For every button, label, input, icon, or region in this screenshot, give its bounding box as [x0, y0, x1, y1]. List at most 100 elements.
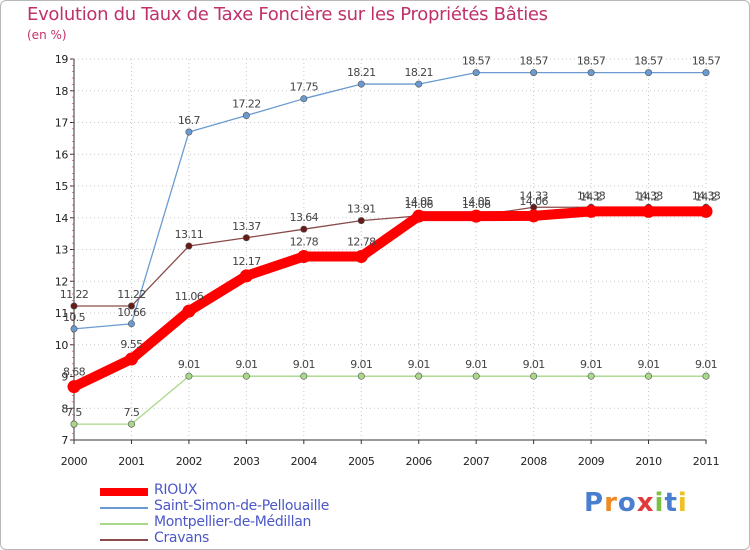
data-point-cravans	[357, 217, 365, 225]
logo-letter: P	[584, 488, 605, 518]
data-point-rioux	[642, 204, 656, 218]
y-tick-label: 13	[55, 244, 69, 257]
data-point-saint-simon-de-pellouaille	[587, 69, 595, 77]
data-point-saint-simon-de-pellouaille	[185, 128, 193, 136]
legend-label-rioux: RIOUX	[154, 482, 198, 498]
data-label-saint-simon-de-pellouaille: 18.57	[692, 55, 721, 68]
legend-swatch-saint-simon	[100, 507, 148, 509]
x-tick-label: 2010	[635, 455, 662, 468]
chart-title: Evolution du Taux de Taxe Foncière sur l…	[27, 4, 548, 25]
data-label-montpellier-de-m-dillan: 9.01	[523, 358, 545, 371]
data-label-montpellier-de-m-dillan: 7.5	[124, 406, 140, 419]
data-label-montpellier-de-m-dillan: 9.01	[235, 358, 257, 371]
data-point-saint-simon-de-pellouaille	[127, 320, 135, 328]
data-label-saint-simon-de-pellouaille: 10.66	[117, 306, 146, 319]
legend-label-saint-simon: Saint-Simon-de-Pellouaille	[154, 498, 330, 514]
y-tick-label: 19	[55, 53, 69, 66]
data-point-montpellier-de-m-dillan	[587, 372, 595, 380]
data-label-rioux: 14.06	[519, 195, 548, 208]
data-point-montpellier-de-m-dillan	[530, 372, 538, 380]
data-point-montpellier-de-m-dillan	[415, 372, 423, 380]
data-point-montpellier-de-m-dillan	[357, 372, 365, 380]
data-label-rioux: 14.05	[404, 195, 433, 208]
data-label-saint-simon-de-pellouaille: 18.21	[404, 66, 433, 79]
y-tick-label: 18	[55, 85, 69, 98]
data-label-montpellier-de-m-dillan: 9.01	[408, 358, 430, 371]
logo-letter: i	[654, 488, 665, 518]
x-tick-label: 2005	[348, 455, 375, 468]
data-label-saint-simon-de-pellouaille: 18.57	[634, 55, 663, 68]
data-point-saint-simon-de-pellouaille	[300, 95, 308, 103]
data-label-rioux: 14.05	[462, 195, 491, 208]
series-line-rioux	[69, 206, 711, 392]
x-tick-label: 2009	[578, 455, 605, 468]
x-tick-label: 2006	[406, 455, 433, 468]
data-point-montpellier-de-m-dillan	[127, 420, 135, 428]
data-point-montpellier-de-m-dillan	[242, 372, 250, 380]
data-label-montpellier-de-m-dillan: 9.01	[637, 358, 659, 371]
data-label-saint-simon-de-pellouaille: 17.75	[290, 81, 319, 94]
data-label-montpellier-de-m-dillan: 9.01	[293, 358, 315, 371]
data-label-rioux: 14.2	[637, 190, 659, 203]
legend-item-montpellier[interactable]: Montpellier-de-Médillan	[100, 514, 400, 532]
data-label-montpellier-de-m-dillan: 7.5	[66, 406, 82, 419]
legend-label-cravans: Cravans	[154, 530, 210, 546]
y-unit-label: (en %)	[27, 28, 67, 42]
data-point-saint-simon-de-pellouaille	[530, 69, 538, 77]
data-label-rioux: 9.55	[120, 338, 143, 351]
y-tick-label: 8	[61, 402, 68, 415]
logo-letter: r	[604, 488, 618, 518]
data-point-cravans	[127, 302, 135, 310]
data-point-rioux	[527, 209, 541, 223]
series-line-saint-simon-de-pellouaille	[73, 72, 707, 330]
data-label-cravans: 14.33	[634, 189, 663, 202]
data-point-rioux	[297, 249, 311, 263]
y-tick-label: 9	[61, 371, 68, 384]
data-point-saint-simon-de-pellouaille	[472, 69, 480, 77]
proxiti-logo: Proxiti	[584, 488, 688, 518]
legend-item-rioux[interactable]: RIOUX	[100, 482, 400, 500]
x-tick-label: 2003	[233, 455, 260, 468]
x-tick-label: 2008	[520, 455, 547, 468]
logo-letter: t	[664, 488, 678, 518]
data-label-saint-simon-de-pellouaille: 18.21	[347, 66, 376, 79]
legend-swatch-rioux	[100, 488, 148, 496]
data-label-rioux: 14.2	[695, 190, 717, 203]
data-label-rioux: 11.06	[175, 290, 204, 303]
y-tick-label: 10	[55, 339, 69, 352]
data-label-saint-simon-de-pellouaille: 18.57	[519, 55, 548, 68]
data-label-cravans: 14.06	[404, 198, 433, 211]
logo-letter: o	[617, 488, 637, 518]
legend-swatch-cravans	[100, 539, 148, 541]
x-tick-label: 2011	[693, 455, 719, 468]
data-label-montpellier-de-m-dillan: 9.01	[580, 358, 602, 371]
data-point-rioux	[67, 380, 81, 394]
data-label-saint-simon-de-pellouaille: 16.7	[178, 114, 201, 127]
data-label-cravans: 11.22	[60, 288, 89, 301]
data-label-cravans: 13.37	[232, 220, 261, 233]
data-label-cravans: 13.11	[175, 228, 204, 241]
legend-item-saint-simon[interactable]: Saint-Simon-de-Pellouaille	[100, 498, 400, 516]
data-label-saint-simon-de-pellouaille: 18.57	[462, 55, 491, 68]
y-tick-label: 15	[55, 180, 69, 193]
legend-item-cravans[interactable]: Cravans	[100, 530, 400, 548]
data-label-cravans: 14.33	[577, 189, 606, 202]
data-point-saint-simon-de-pellouaille	[70, 325, 78, 333]
data-point-cravans	[300, 225, 308, 233]
data-label-cravans: 14.33	[519, 189, 548, 202]
data-point-saint-simon-de-pellouaille	[357, 80, 365, 88]
data-point-rioux	[469, 209, 483, 223]
data-point-montpellier-de-m-dillan	[300, 372, 308, 380]
data-label-cravans: 13.91	[347, 203, 376, 216]
data-label-rioux: 12.17	[232, 255, 261, 268]
data-point-montpellier-de-m-dillan	[185, 372, 193, 380]
data-label-cravans: 14.33	[692, 189, 721, 202]
data-point-cravans	[185, 242, 193, 250]
data-label-montpellier-de-m-dillan: 9.01	[350, 358, 372, 371]
x-tick-label: 2002	[176, 455, 202, 468]
y-tick-label: 11	[55, 307, 68, 320]
logo-letter: i	[677, 488, 688, 518]
series-line-montpellier-de-m-dillan	[73, 375, 707, 425]
y-tick-label: 14	[55, 212, 69, 225]
